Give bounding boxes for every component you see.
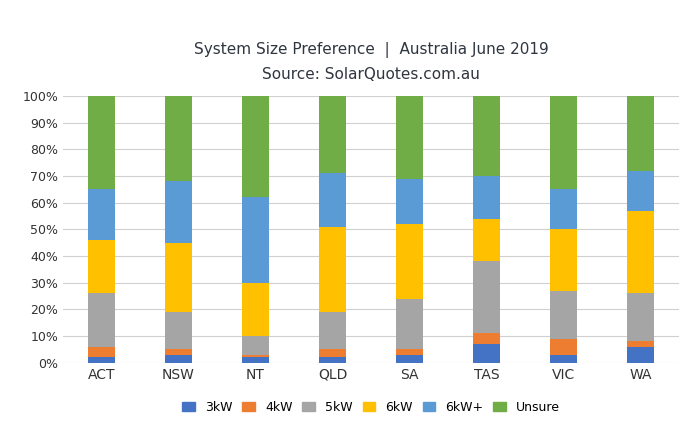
Bar (88, 293, 115, 347)
Bar (550, 190, 577, 229)
Bar (396, 96, 423, 179)
Bar (396, 355, 423, 363)
Title: System Size Preference  |  Australia June 2019
Source: SolarQuotes.com.au: System Size Preference | Australia June … (194, 42, 548, 83)
Bar (319, 96, 346, 173)
Bar (242, 336, 269, 355)
Bar (627, 96, 654, 171)
Bar (165, 96, 192, 181)
Bar (319, 357, 346, 363)
Bar (165, 181, 192, 243)
Bar (473, 96, 500, 176)
Bar (473, 176, 500, 219)
Bar (88, 347, 115, 357)
Bar (88, 189, 115, 240)
Bar (396, 299, 423, 349)
Bar (627, 293, 654, 341)
Bar (550, 96, 577, 190)
Bar (165, 312, 192, 349)
Bar (319, 227, 346, 312)
Bar (550, 291, 577, 339)
Bar (396, 179, 423, 224)
Bar (396, 224, 423, 299)
Bar (242, 355, 269, 357)
Bar (550, 355, 577, 363)
Bar (88, 96, 115, 190)
Bar (473, 261, 500, 333)
Bar (396, 349, 423, 355)
Bar (242, 283, 269, 336)
Bar (627, 211, 654, 293)
Bar (319, 349, 346, 357)
Bar (627, 341, 654, 347)
Bar (627, 347, 654, 363)
Bar (88, 357, 115, 363)
Legend: 3kW, 4kW, 5kW, 6kW, 6kW+, Unsure: 3kW, 4kW, 5kW, 6kW, 6kW+, Unsure (183, 401, 559, 414)
Bar (319, 312, 346, 349)
Bar (550, 229, 577, 291)
Bar (473, 344, 500, 363)
Bar (627, 171, 654, 211)
Bar (319, 173, 346, 227)
Bar (165, 349, 192, 355)
Bar (165, 355, 192, 363)
Bar (242, 357, 269, 363)
Bar (88, 240, 115, 293)
Bar (550, 339, 577, 355)
Bar (473, 333, 500, 344)
Bar (165, 243, 192, 312)
Bar (473, 219, 500, 261)
Bar (242, 96, 269, 198)
Bar (242, 198, 269, 283)
